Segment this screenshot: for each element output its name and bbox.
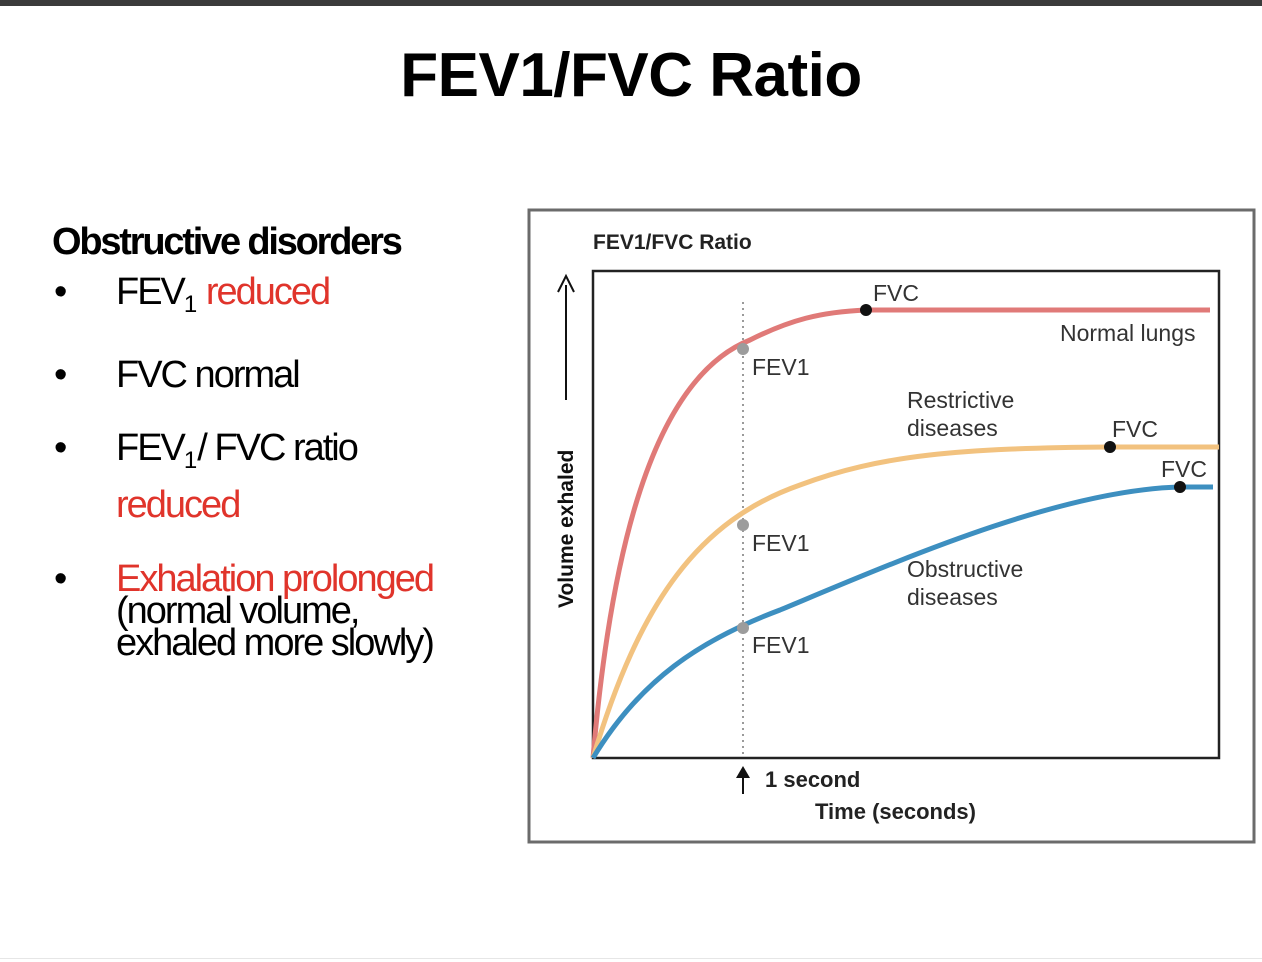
bullet-highlight: reduced: [116, 484, 241, 526]
obstructive-label-line1: Obstructive: [907, 556, 1023, 582]
obstructive-curve: [590, 484, 1213, 760]
y-axis-label: Volume exhaled: [555, 450, 578, 608]
bullet-highlight: reduced: [205, 271, 331, 313]
bullet-text: FEV: [116, 427, 186, 469]
slide-title: FEV1/FVC Ratio: [400, 41, 862, 110]
restrictive-curve: [590, 444, 1219, 759]
restrictive-fvc-label: FVC: [1112, 416, 1158, 442]
normal-fev1-label: FEV1: [752, 354, 810, 380]
bullet-text: / FVC ratio: [197, 427, 359, 469]
bullet-dot: •: [54, 354, 68, 396]
bullet-text: (normal volume,: [116, 590, 360, 632]
normal-fvc-marker: [860, 304, 872, 316]
one-second-arrow-head: [736, 766, 750, 778]
obstructive-fev1-marker: [737, 622, 749, 634]
restrictive-fev1-marker: [737, 519, 749, 531]
bullet-fev1-reduced: • FEV1 reduced: [52, 270, 512, 327]
bullet-dot: •: [54, 558, 68, 600]
section-heading: Obstructive disorders: [52, 221, 403, 263]
diagram-frame: [527, 208, 1256, 844]
obstructive-fvc-label: FVC: [1161, 456, 1207, 482]
subscript: 1: [183, 447, 198, 474]
left-text-panel: Obstructive disorders • FEV1 reduced • F…: [52, 220, 512, 665]
obstructive-fvc-marker: [1174, 481, 1186, 493]
normal-fvc-label: FVC: [873, 280, 919, 306]
y-axis-arrow-head: [557, 273, 575, 293]
bullet-text: FEV: [116, 271, 186, 313]
obstructive-label-line2: diseases: [907, 584, 998, 610]
bullet-ratio-reduced: • FEV1/ FVC ratio reduced: [52, 426, 512, 527]
bullet-fvc-normal: • FVC normal: [52, 353, 512, 397]
bullet-text: FVC normal: [116, 354, 301, 396]
restrictive-fev1-label: FEV1: [752, 530, 810, 556]
normal-lungs-curve: [590, 307, 1210, 759]
bullet-highlight: Exhalation prolonged: [116, 558, 435, 600]
normal-fev1-marker: [737, 343, 749, 355]
obstructive-fev1-label: FEV1: [752, 632, 810, 658]
bottom-divider: [0, 958, 1262, 959]
plot-area: [591, 269, 1221, 760]
x-axis-label: Time (seconds): [815, 799, 976, 824]
bullet-exhalation-prolonged: • Exhalation prolonged (normal volume, e…: [52, 557, 512, 665]
subscript: 1: [183, 291, 198, 318]
restrictive-fvc-marker: [1104, 441, 1116, 453]
bullet-text: exhaled more slowly): [116, 622, 435, 664]
restrictive-label-line2: diseases: [907, 415, 998, 441]
diagram-title: FEV1/FVC Ratio: [593, 231, 752, 254]
one-second-label: 1 second: [765, 767, 860, 792]
restrictive-label-line1: Restrictive: [907, 387, 1014, 413]
bullet-dot: •: [54, 427, 68, 469]
top-border: [0, 0, 1262, 6]
normal-lungs-label: Normal lungs: [1060, 320, 1196, 346]
bullet-dot: •: [54, 271, 68, 313]
